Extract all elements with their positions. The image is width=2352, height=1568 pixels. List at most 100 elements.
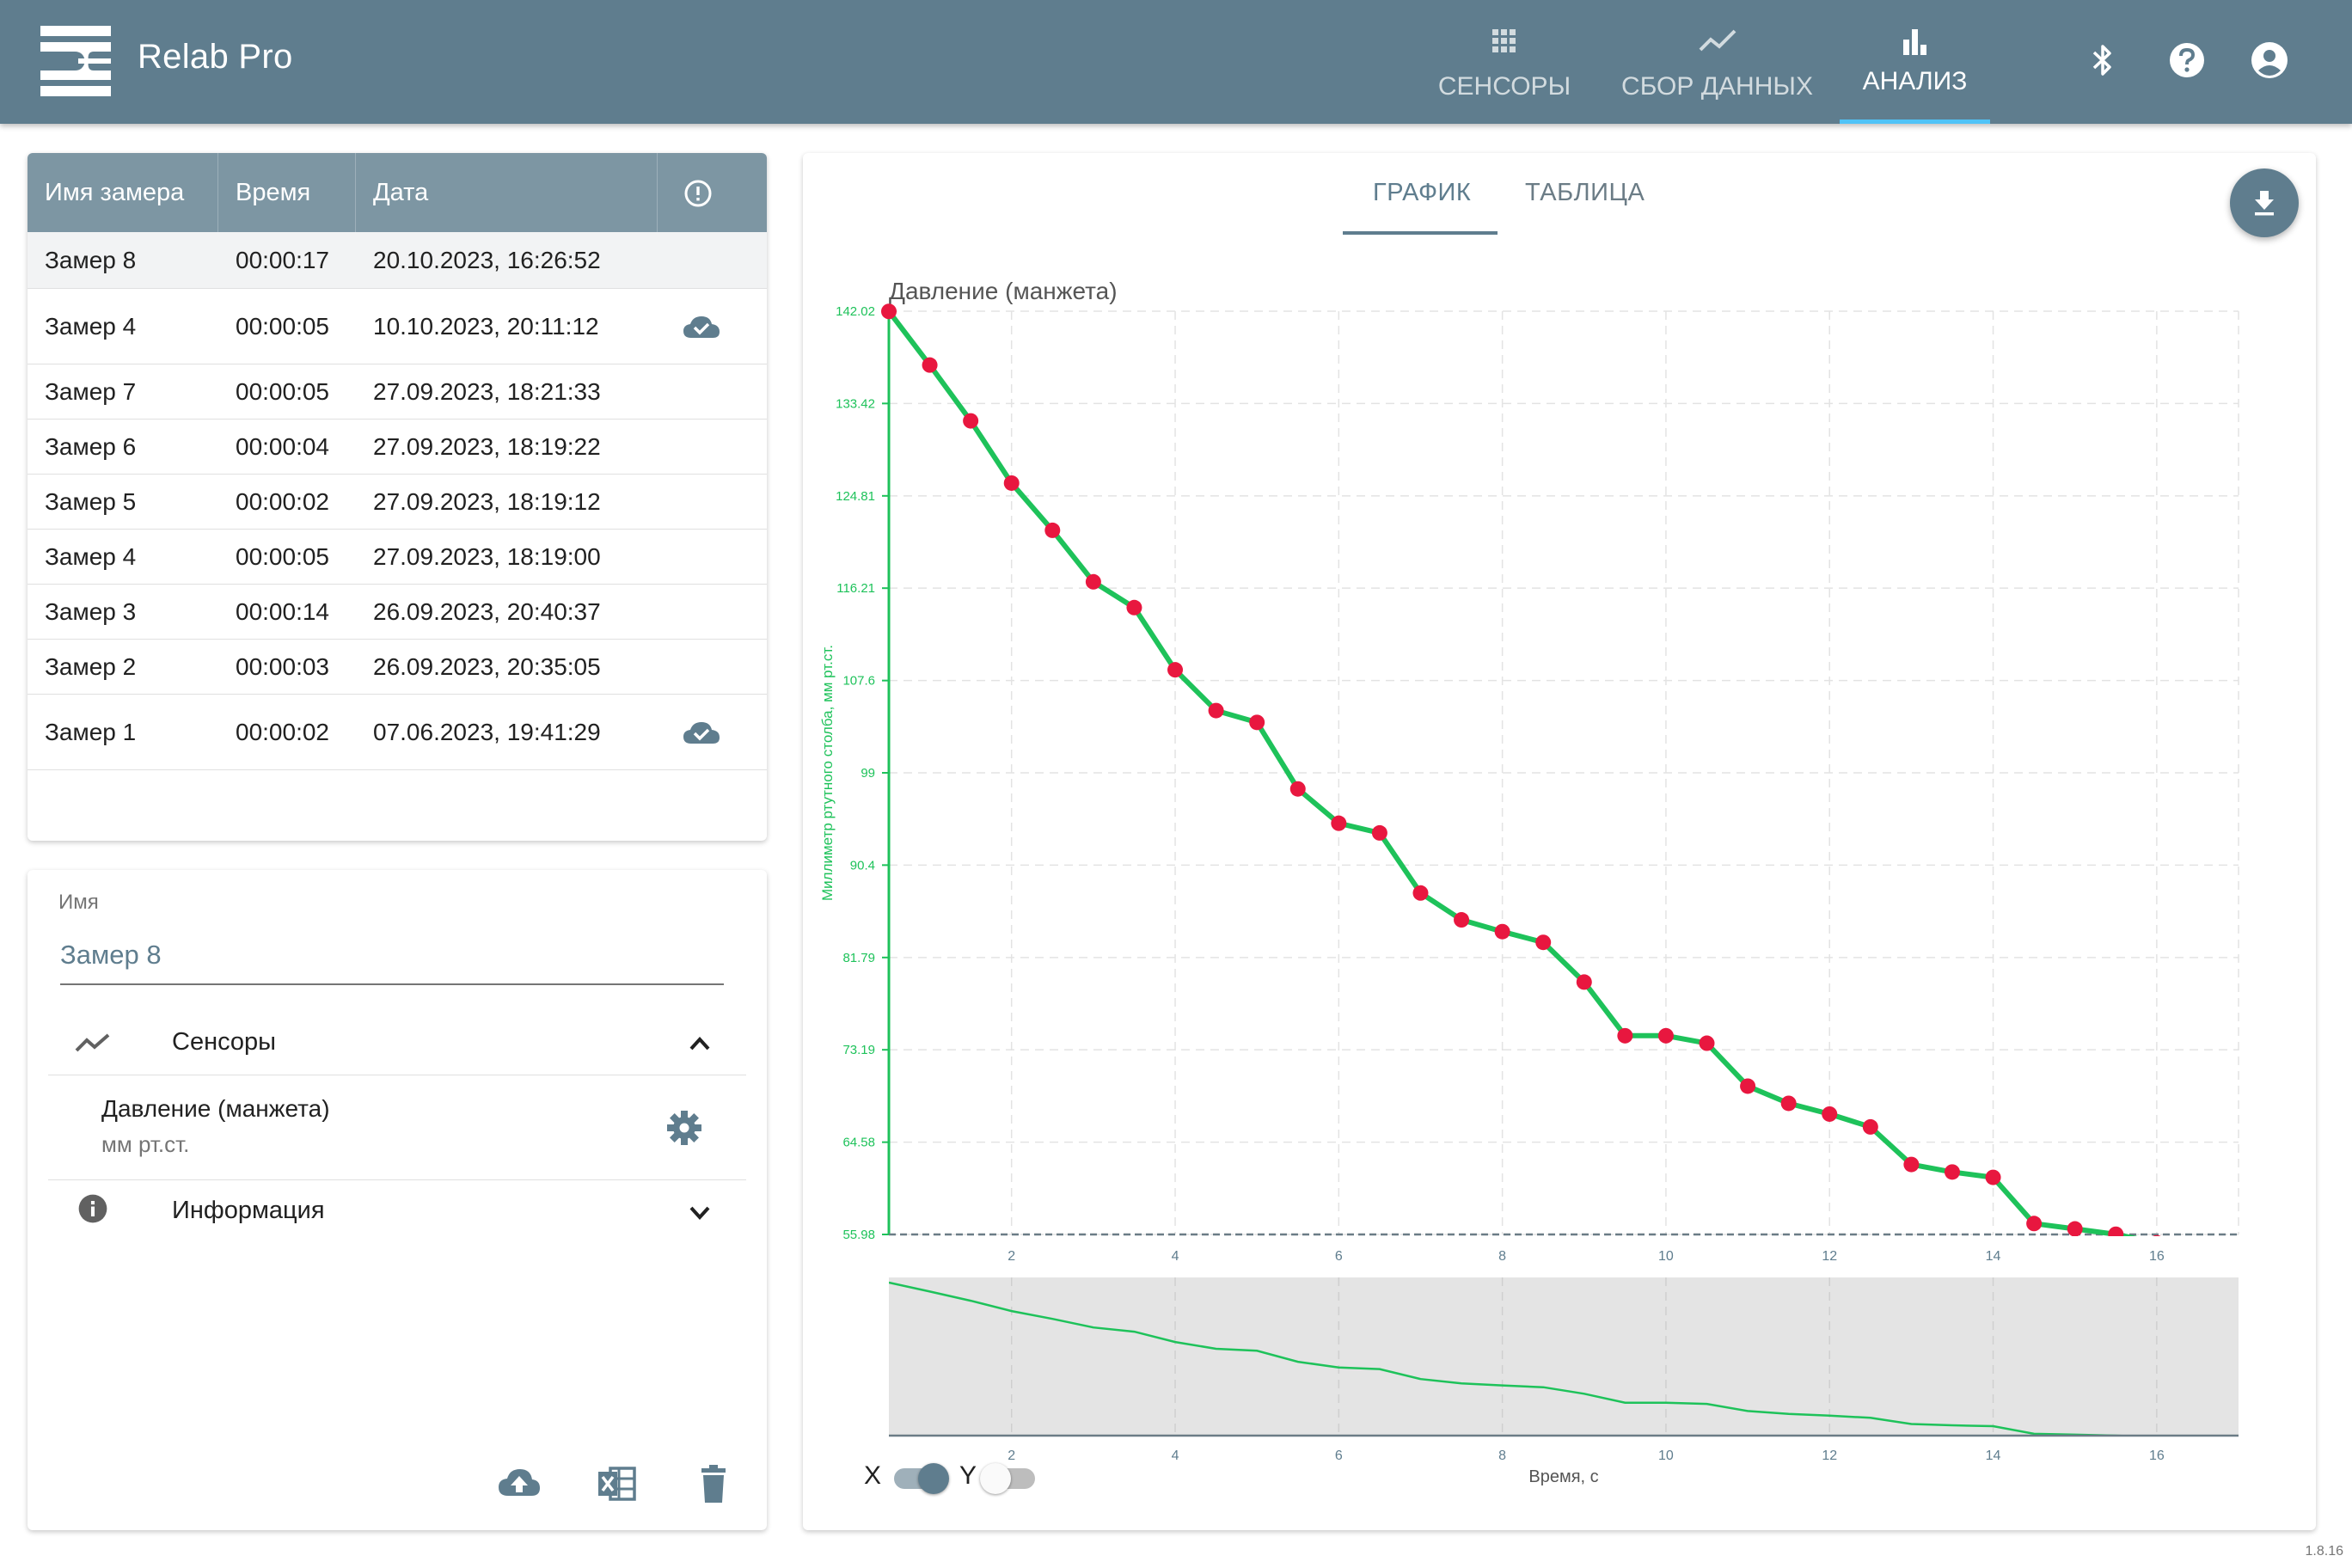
- data-point: [1085, 573, 1101, 590]
- tab-analysis[interactable]: АНАЛИЗ: [1840, 0, 1990, 124]
- data-point: [1494, 923, 1510, 940]
- data-point: [1044, 522, 1061, 538]
- x-tick-label: 2: [1008, 1249, 1015, 1264]
- measurement-date-cell: 26.09.2023, 20:35:05: [373, 652, 601, 680]
- toggle-y-label: Y: [959, 1461, 977, 1490]
- navigator-x-tick-label: 4: [1172, 1449, 1179, 1463]
- delete-icon[interactable]: [691, 1463, 736, 1504]
- y-tick-label: 90.4: [850, 858, 875, 873]
- info-icon: [78, 1194, 107, 1223]
- table-row[interactable]: Замер 3 00:00:14 26.09.2023, 20:40:37: [28, 585, 767, 640]
- pressure-chart[interactable]: 55.9864.5873.1981.7990.499107.6116.21124…: [803, 258, 2316, 1504]
- relab-logo-icon: [40, 26, 111, 96]
- chevron-up-icon[interactable]: [684, 1028, 715, 1059]
- column-header-date[interactable]: Дата: [356, 153, 658, 232]
- measurement-name-cell: Замер 6: [45, 432, 137, 460]
- download-button[interactable]: [2230, 168, 2299, 237]
- x-tick-label: 16: [2149, 1249, 2165, 1264]
- measurement-time-cell: 00:00:03: [236, 652, 329, 680]
- data-point: [2153, 1234, 2161, 1236]
- excel-export-icon[interactable]: [595, 1463, 640, 1504]
- table-row[interactable]: Замер 8 00:00:17 20.10.2023, 16:26:52: [28, 232, 767, 289]
- name-caption: Имя: [58, 891, 99, 914]
- data-point: [1657, 1027, 1674, 1044]
- navigator-series-line: [889, 1281, 2148, 1436]
- info-section-header[interactable]: Информация: [48, 1176, 746, 1248]
- data-point: [1740, 1078, 1756, 1094]
- data-point: [963, 413, 979, 429]
- column-header-name[interactable]: Имя замера: [28, 153, 218, 232]
- navigator-x-tick-label: 12: [1822, 1449, 1837, 1463]
- toggle-y-switch[interactable]: [980, 1463, 1035, 1494]
- chart-title: Давление (манжета): [889, 278, 1118, 304]
- data-point: [2231, 1264, 2246, 1279]
- y-tick-label: 133.42: [836, 396, 875, 411]
- y-tick-label: 64.58: [842, 1136, 875, 1150]
- data-point: [1903, 1156, 1920, 1173]
- account-icon[interactable]: [2249, 40, 2290, 81]
- data-point: [1126, 599, 1142, 616]
- data-point: [1862, 1118, 1878, 1135]
- cloud-done-icon: [683, 316, 720, 338]
- measurement-detail-card: [28, 870, 767, 1530]
- sensor-unit: мм рт.ст.: [101, 1131, 190, 1157]
- measurement-time-cell: 00:00:17: [236, 246, 329, 273]
- navigator-x-tick-label: 16: [2149, 1449, 2165, 1463]
- chart-tab-indicator: [1343, 231, 1498, 235]
- toggle-x-label: X: [864, 1461, 882, 1490]
- data-point: [2108, 1226, 2124, 1236]
- measurement-date-cell: 10.10.2023, 20:11:12: [373, 312, 599, 340]
- gear-icon[interactable]: [665, 1109, 703, 1147]
- table-row[interactable]: Замер 2 00:00:03 26.09.2023, 20:35:05: [28, 640, 767, 695]
- table-row[interactable]: Замер 6 00:00:04 27.09.2023, 18:19:22: [28, 420, 767, 475]
- bar-chart-icon: [1902, 29, 1926, 55]
- grid-icon: [1492, 29, 1516, 52]
- data-point: [2067, 1221, 2083, 1236]
- table-row[interactable]: Замер 5 00:00:02 27.09.2023, 18:19:12: [28, 475, 767, 530]
- app-bar: Relab Pro СЕНСОРЫ СБОР ДАННЫХ АНАЛИЗ: [0, 0, 2352, 124]
- download-icon: [2255, 191, 2274, 216]
- measurements-card: Имя замера Время Дата Замер 8 00:00:17 20.…: [28, 153, 767, 841]
- table-row[interactable]: Замер 4 00:00:05 27.09.2023, 18:19:00: [28, 530, 767, 585]
- column-header-time[interactable]: Время: [218, 153, 356, 232]
- tab-analysis-label: АНАЛИЗ: [1862, 67, 1968, 95]
- data-point: [1167, 662, 1184, 678]
- tab-table[interactable]: ТАБЛИЦА: [1525, 179, 1645, 206]
- measurement-name-cell: Замер 2: [45, 652, 137, 680]
- measurement-date-cell: 20.10.2023, 16:26:52: [373, 246, 601, 273]
- table-header: Имя замера Время Дата: [28, 153, 767, 232]
- line-chart-icon: [1699, 29, 1736, 52]
- alert-circle-icon: [684, 180, 712, 207]
- data-point: [1822, 1106, 1838, 1122]
- data-point: [1699, 1035, 1715, 1051]
- measurement-date-cell: 07.06.2023, 19:41:29: [373, 718, 601, 745]
- bluetooth-icon[interactable]: [2082, 40, 2123, 81]
- tab-data-collection[interactable]: СБОР ДАННЫХ: [1616, 0, 1818, 124]
- table-row[interactable]: Замер 7 00:00:05 27.09.2023, 18:21:33: [28, 364, 767, 420]
- y-tick-label: 55.98: [842, 1228, 875, 1242]
- sensors-section-label: Сенсоры: [172, 1028, 277, 1056]
- sensors-section-header[interactable]: Сенсоры: [48, 1008, 746, 1080]
- navigator-background: [889, 1277, 2239, 1436]
- tab-sensors[interactable]: СЕНСОРЫ: [1431, 0, 1577, 124]
- x-tick-label: 10: [1658, 1249, 1674, 1264]
- x-tick-label: 8: [1498, 1249, 1506, 1264]
- chevron-down-icon[interactable]: [684, 1197, 715, 1228]
- cloud-upload-icon[interactable]: [497, 1463, 542, 1504]
- table-row[interactable]: Замер 1 00:00:02 07.06.2023, 19:41:29: [28, 695, 767, 770]
- toggle-x-knob: [918, 1463, 949, 1494]
- toggle-x-switch[interactable]: [894, 1463, 949, 1494]
- measurement-name-cell: Замер 8: [45, 246, 137, 273]
- data-point: [1289, 781, 1306, 797]
- tab-graph[interactable]: ГРАФИК: [1373, 179, 1472, 206]
- table-row[interactable]: Замер 4 00:00:05 10.10.2023, 20:11:12: [28, 289, 767, 364]
- data-point: [1208, 702, 1224, 719]
- column-header-status: [658, 153, 767, 232]
- measurement-time-cell: 00:00:02: [236, 487, 329, 515]
- y-tick-label: 99: [861, 766, 875, 781]
- app-title: Relab Pro: [138, 38, 293, 76]
- help-icon[interactable]: [2166, 40, 2208, 81]
- measurement-name-input[interactable]: Замер 8: [60, 940, 162, 970]
- divider: [48, 1179, 746, 1180]
- data-point: [1944, 1164, 1960, 1180]
